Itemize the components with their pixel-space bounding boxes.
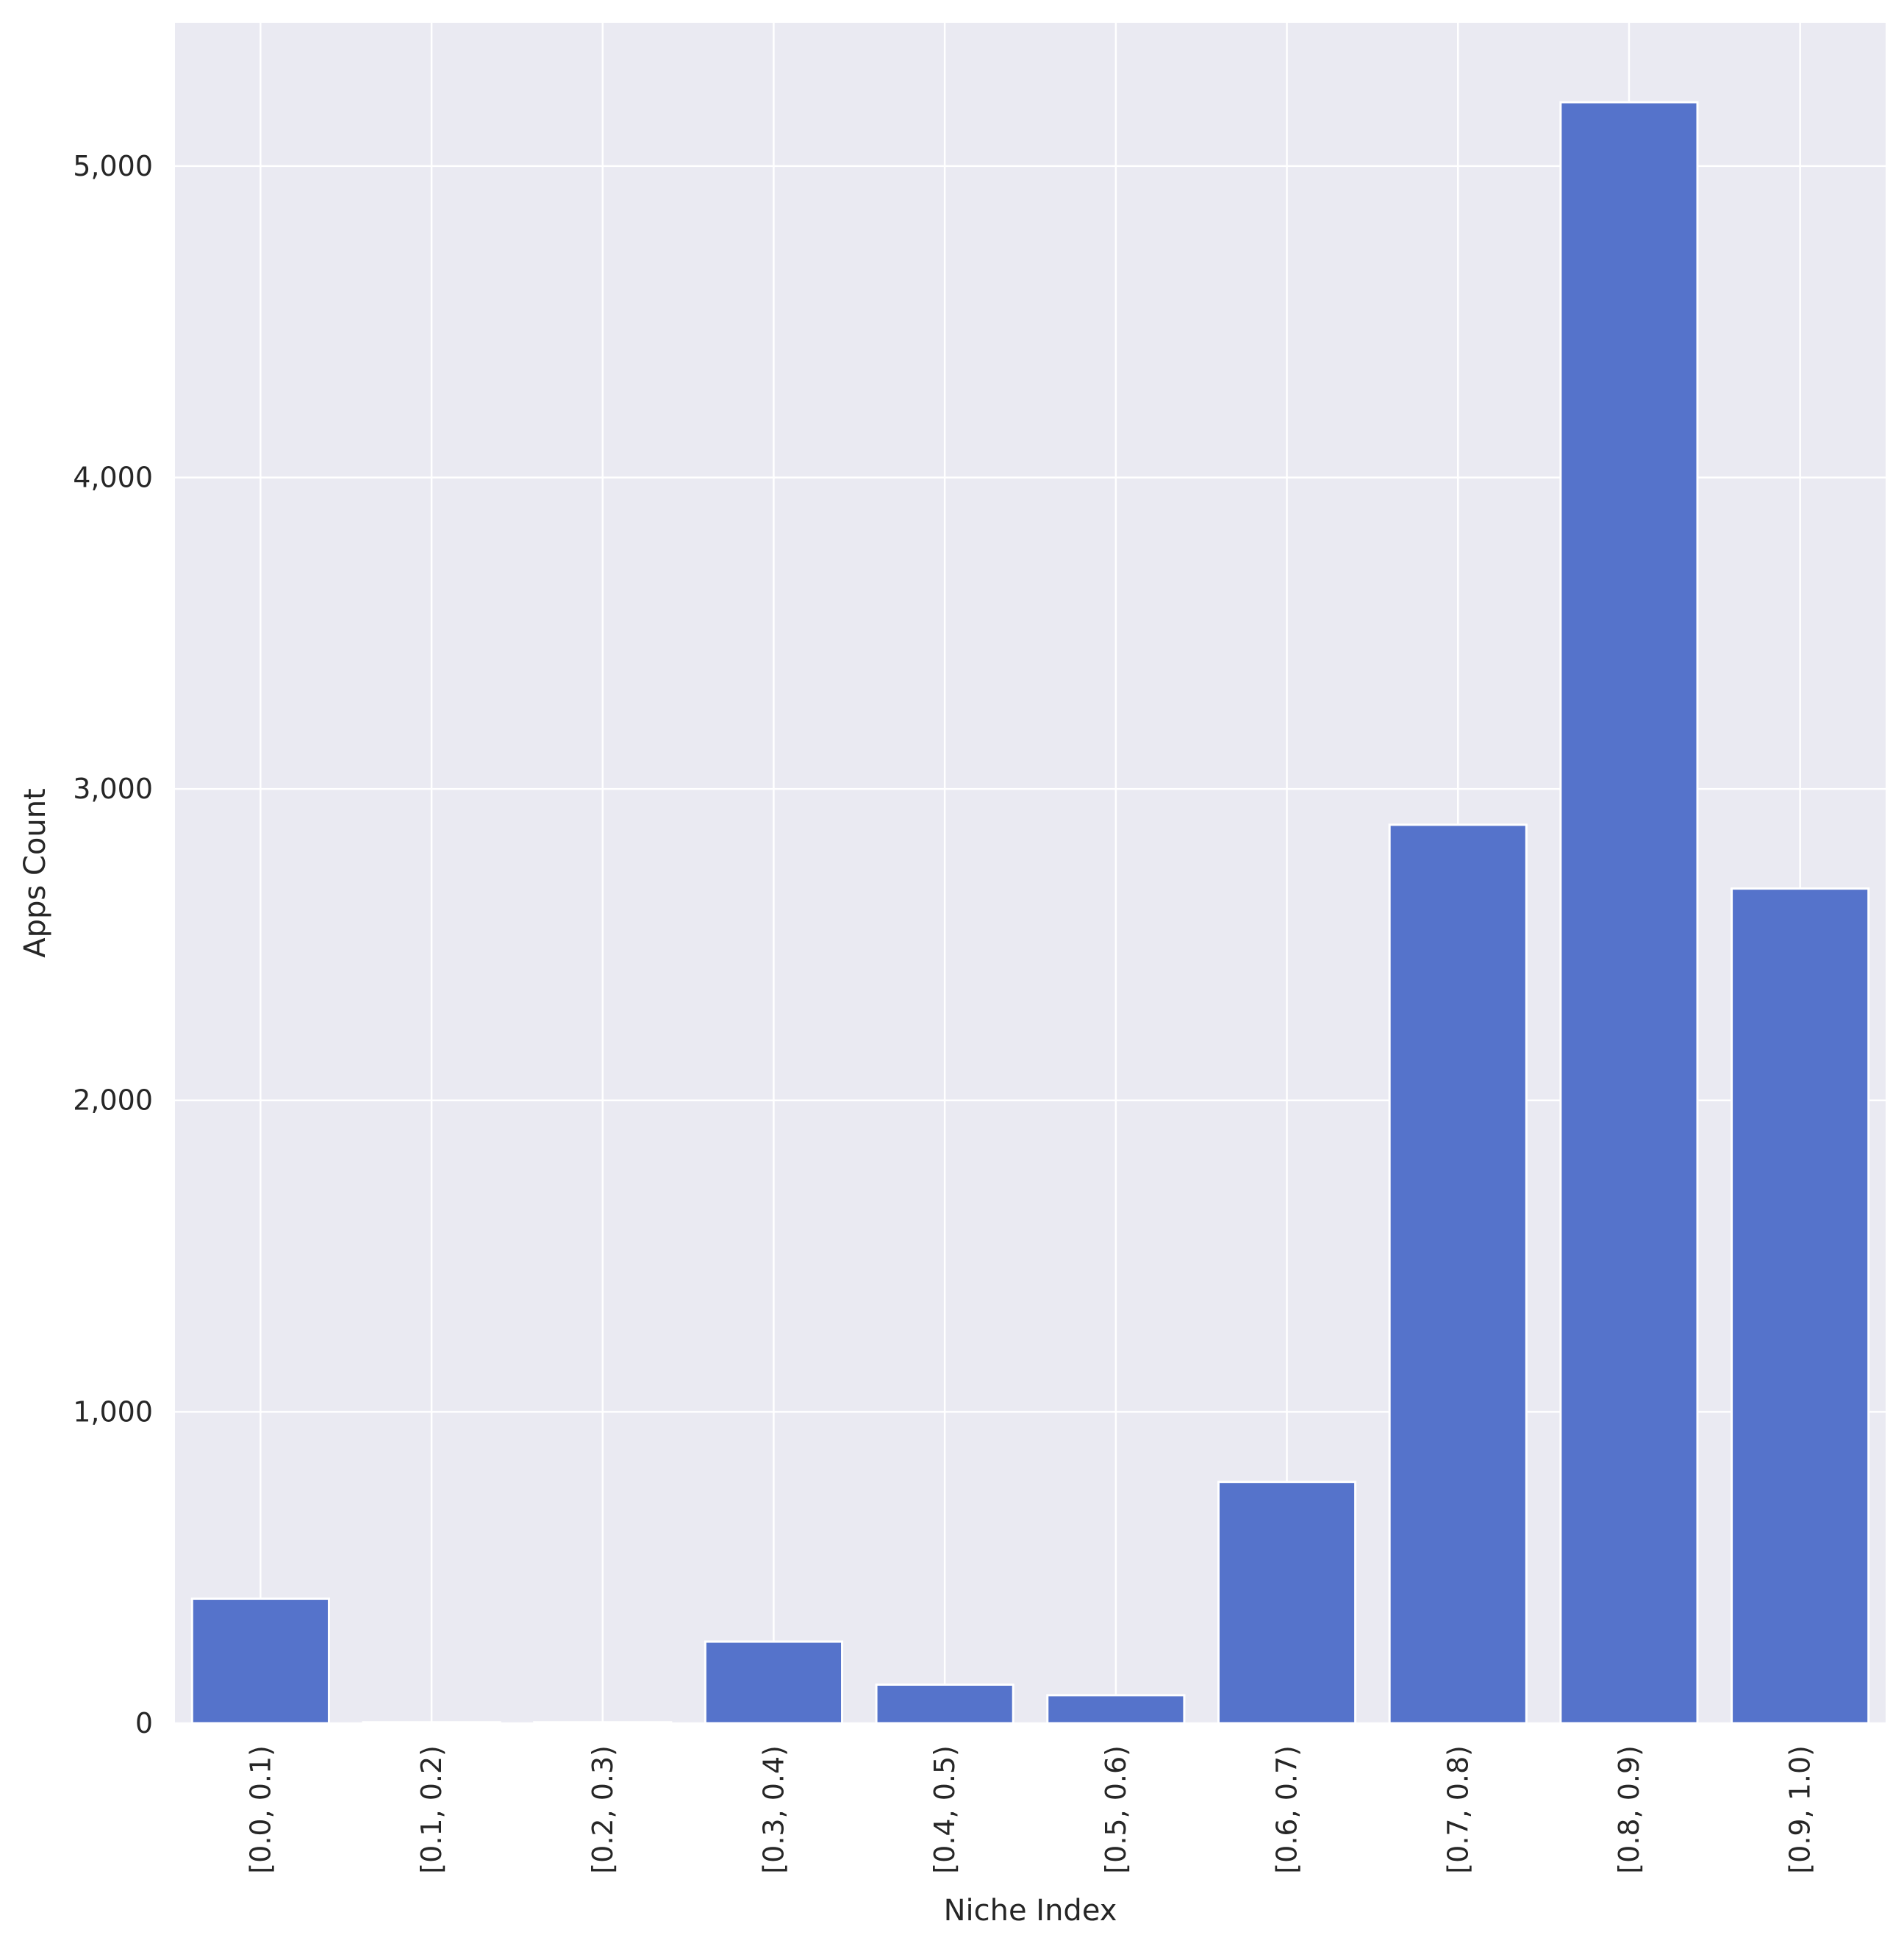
- bar-4: [875, 1683, 1014, 1725]
- x-tick-label: [0.3, 0.4): [757, 1745, 790, 1874]
- x-tick-label: [0.5, 0.6): [1100, 1745, 1132, 1874]
- y-axis-ticks: 0 1,000 2,000 3,000 4,000 5,000: [73, 150, 153, 1739]
- y-tick-label: 3,000: [73, 773, 153, 805]
- x-tick-label: [0.7, 0.8): [1442, 1745, 1474, 1874]
- y-tick-label: 4,000: [73, 461, 153, 493]
- bar-8: [1559, 101, 1699, 1725]
- x-tick-label: [0.4, 0.5): [928, 1745, 961, 1874]
- bar-6: [1217, 1481, 1357, 1725]
- bar-7: [1388, 823, 1528, 1725]
- y-tick-label: 1,000: [73, 1395, 153, 1428]
- y-tick-label: 2,000: [73, 1084, 153, 1117]
- bars: [190, 101, 1870, 1725]
- x-tick-label: [0.9, 1.0): [1784, 1745, 1817, 1874]
- y-axis-label: Apps Count: [18, 788, 52, 958]
- x-axis-ticks: [0.0, 0.1) [0.1, 0.2) [0.2, 0.3) [0.3, 0.4)…: [244, 1745, 1816, 1874]
- bar-3: [704, 1640, 844, 1725]
- bar-5: [1046, 1694, 1186, 1725]
- x-axis-label: Niche Index: [944, 1894, 1117, 1928]
- x-tick-label: [0.1, 0.2): [415, 1745, 448, 1874]
- x-tick-label: [0.2, 0.3): [587, 1745, 619, 1874]
- bar-9: [1731, 887, 1870, 1725]
- bar-0: [190, 1598, 330, 1725]
- y-tick-label: 5,000: [73, 150, 153, 182]
- x-tick-label: [0.0, 0.1): [244, 1745, 276, 1874]
- x-tick-label: [0.6, 0.7): [1271, 1745, 1303, 1874]
- x-tick-label: [0.8, 0.9): [1613, 1745, 1645, 1874]
- y-tick-label: 0: [135, 1707, 153, 1739]
